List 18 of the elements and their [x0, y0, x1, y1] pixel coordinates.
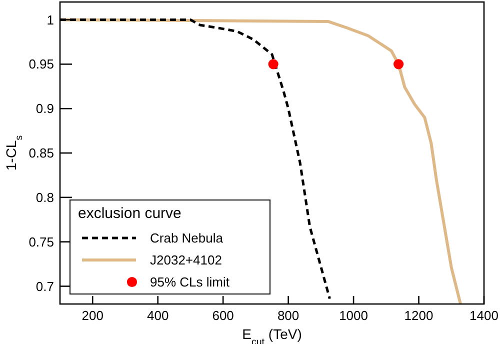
x-tick-label: 400 — [146, 308, 169, 323]
x-tick-label: 1000 — [339, 308, 368, 323]
y-tick-label: 0.85 — [28, 146, 54, 161]
y-tick-label: 1 — [46, 12, 54, 28]
y-tick-label: 0.75 — [28, 234, 54, 250]
x-tick-label: 200 — [82, 308, 104, 323]
legend-label: 95% CLs limit — [150, 274, 230, 290]
y-tick-label: 0.9 — [36, 101, 54, 116]
x-tick-label: 600 — [212, 308, 234, 323]
x-tick-label: 800 — [277, 308, 300, 323]
legend-title: exclusion curve — [78, 205, 182, 222]
legend-label: J2032+4102 — [150, 252, 222, 268]
x-tick-label: 1200 — [404, 308, 434, 323]
x-tick-label: 1400 — [470, 308, 498, 323]
y-tick-label: 0.95 — [28, 56, 54, 72]
legend-label: Crab Nebula — [150, 230, 224, 246]
y-tick-label: 0.8 — [36, 190, 54, 205]
y-tick-label: 0.7 — [36, 278, 54, 294]
